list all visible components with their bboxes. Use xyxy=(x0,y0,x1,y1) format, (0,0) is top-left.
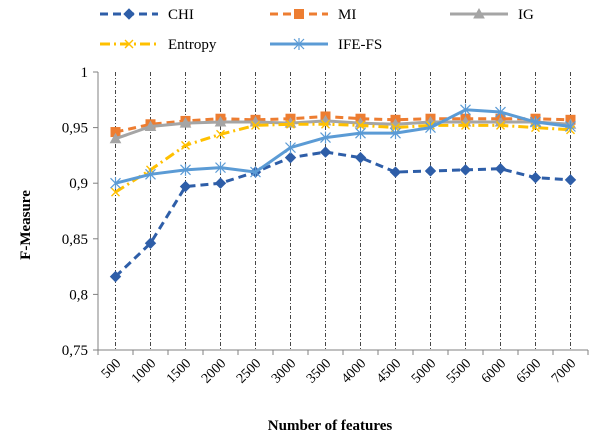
data-point-ife-fs xyxy=(320,131,331,144)
data-point-chi xyxy=(354,151,367,164)
y-tick-label: 1 xyxy=(81,65,89,81)
gridlines xyxy=(97,72,588,351)
legend-item-entropy: Entropy xyxy=(100,37,217,53)
data-point-entropy xyxy=(321,119,330,129)
data-point-ig xyxy=(144,120,157,131)
series-entropy xyxy=(111,119,575,197)
x-tick-label: 1500 xyxy=(164,356,194,386)
data-point-entropy xyxy=(461,120,470,130)
data-point-entropy xyxy=(286,119,295,129)
x-tick-label: 2500 xyxy=(234,356,264,386)
legend-marker-ig xyxy=(473,7,485,19)
y-tick-label: 0,85 xyxy=(62,232,88,248)
data-point-ife-fs xyxy=(180,163,191,176)
data-point-ife-fs xyxy=(250,166,261,179)
x-tick-label: 4000 xyxy=(339,356,369,386)
series-ife-fs xyxy=(110,103,576,190)
data-point-ig xyxy=(179,117,192,128)
data-point-ife-fs xyxy=(530,116,541,129)
x-tick-label: 5500 xyxy=(444,356,474,386)
x-tick-label: 6500 xyxy=(514,356,544,386)
y-axis-title: F-Measure xyxy=(18,190,34,260)
x-tick-label: 7000 xyxy=(549,356,579,386)
legend-item-ife-fs: IFE-FS xyxy=(270,37,382,53)
data-point-chi xyxy=(529,171,542,184)
legend-marker-ife-fs xyxy=(293,38,305,50)
data-point-chi xyxy=(144,237,157,249)
data-point-ig xyxy=(109,132,122,144)
legend-item-chi: CHI xyxy=(100,7,194,23)
x-axis-ticks: 500 1000 1500 2000 2500 3000 3500 4000 4500 5000 5… xyxy=(97,350,589,387)
data-point-entropy xyxy=(496,120,505,130)
series-line-chi xyxy=(114,150,571,278)
x-tick-label: 2000 xyxy=(199,356,229,386)
data-point-chi xyxy=(319,146,332,158)
x-tick-label: 5000 xyxy=(409,356,439,386)
legend-marker-chi xyxy=(123,8,135,20)
legend-label-ig: IG xyxy=(518,7,534,23)
legend-marker-entropy xyxy=(124,39,134,49)
legend-label-mi: MI xyxy=(338,7,356,23)
data-point-ife-fs xyxy=(425,121,436,134)
data-point-entropy xyxy=(181,140,190,150)
data-point-entropy xyxy=(251,120,260,130)
data-point-ife-fs xyxy=(215,161,226,174)
y-tick-label: 0,8 xyxy=(69,287,88,303)
x-tick-label: 3000 xyxy=(269,356,299,386)
data-point-entropy xyxy=(356,120,365,130)
legend: CHI MI IG Entropy IFE-FS xyxy=(100,7,534,53)
data-point-ife-fs xyxy=(565,120,576,133)
data-point-chi xyxy=(179,180,192,193)
series-line-mi xyxy=(115,114,571,134)
x-tick-label: 3500 xyxy=(304,356,334,386)
y-axis-ticks: 0,75 0,8 0,85 0,9 0,95 1 xyxy=(62,65,98,359)
data-point-ife-fs xyxy=(390,127,401,140)
legend-label-entropy: Entropy xyxy=(168,37,217,53)
data-point-chi xyxy=(459,164,472,176)
x-axis-title: Number of features xyxy=(268,418,393,434)
legend-label-ife-fs: IFE-FS xyxy=(338,37,382,53)
data-point-entropy xyxy=(216,129,225,139)
series-line-entropy xyxy=(114,122,571,194)
legend-item-mi: MI xyxy=(270,7,356,23)
y-tick-label: 0,9 xyxy=(69,176,88,192)
y-tick-label: 0,75 xyxy=(62,343,88,359)
data-point-ig xyxy=(214,116,227,127)
data-point-chi xyxy=(564,174,577,186)
x-tick-label: 4500 xyxy=(374,356,404,386)
data-point-ife-fs xyxy=(495,106,506,119)
data-point-ife-fs xyxy=(460,103,471,116)
series-line-ife-fs xyxy=(115,108,571,185)
x-tick-label: 6000 xyxy=(479,356,509,386)
data-point-ife-fs xyxy=(355,127,366,140)
y-tick-label: 0,95 xyxy=(62,121,88,137)
data-point-chi xyxy=(214,177,227,189)
series-line-ig xyxy=(115,119,571,141)
data-point-ife-fs xyxy=(145,168,156,181)
series-group xyxy=(109,103,577,283)
series-chi xyxy=(109,146,577,283)
data-point-ife-fs xyxy=(285,141,296,154)
x-tick-label: 500 xyxy=(99,356,124,381)
legend-marker-mi xyxy=(294,9,304,19)
data-point-ife-fs xyxy=(110,177,121,190)
data-point-chi xyxy=(284,151,297,164)
legend-label-chi: CHI xyxy=(168,7,194,23)
data-point-chi xyxy=(109,270,122,283)
data-point-entropy xyxy=(111,187,120,197)
data-point-chi xyxy=(389,166,402,178)
x-tick-label: 1000 xyxy=(129,356,159,386)
legend-item-ig: IG xyxy=(450,7,534,23)
data-point-chi xyxy=(424,165,437,177)
data-point-chi xyxy=(494,163,507,175)
